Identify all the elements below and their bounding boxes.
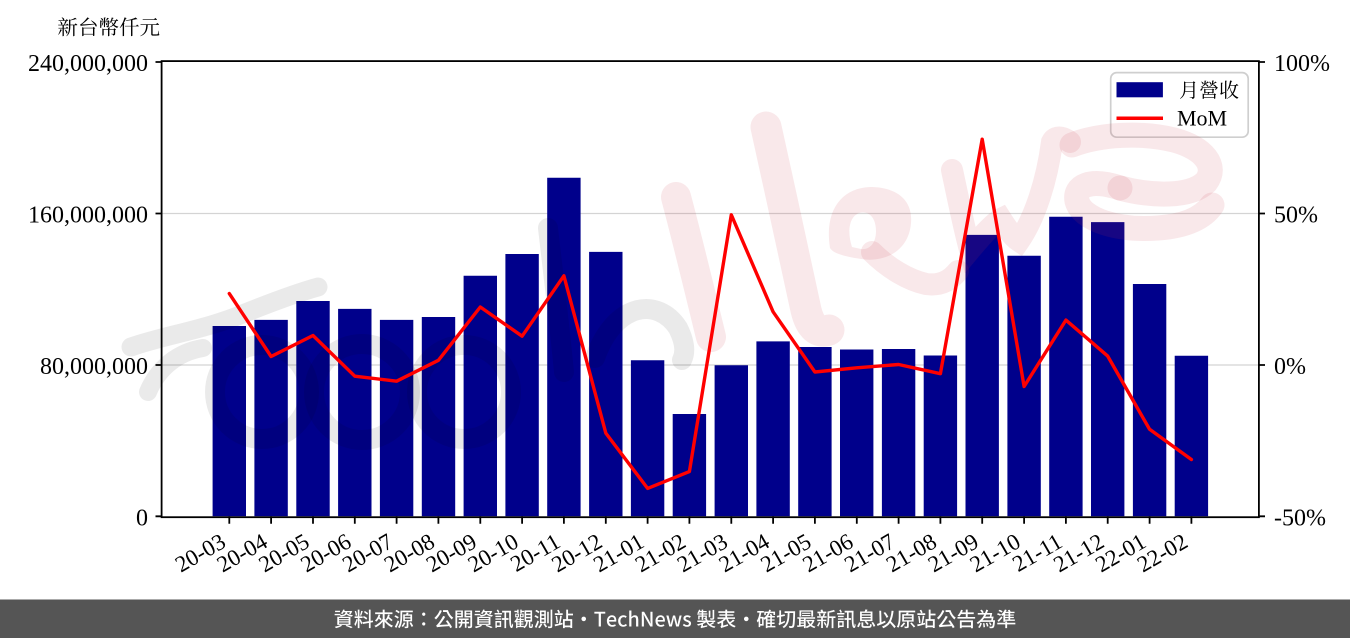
svg-text:160,000,000: 160,000,000 [28,203,148,229]
svg-text:MoM: MoM [1177,106,1227,131]
svg-text:-50%: -50% [1274,505,1326,531]
svg-text:0: 0 [136,505,148,531]
svg-text:0%: 0% [1274,354,1306,380]
svg-text:80,000,000: 80,000,000 [40,354,148,380]
svg-text:100%: 100% [1274,51,1330,77]
svg-text:240,000,000: 240,000,000 [28,51,148,77]
svg-text:50%: 50% [1274,203,1318,229]
